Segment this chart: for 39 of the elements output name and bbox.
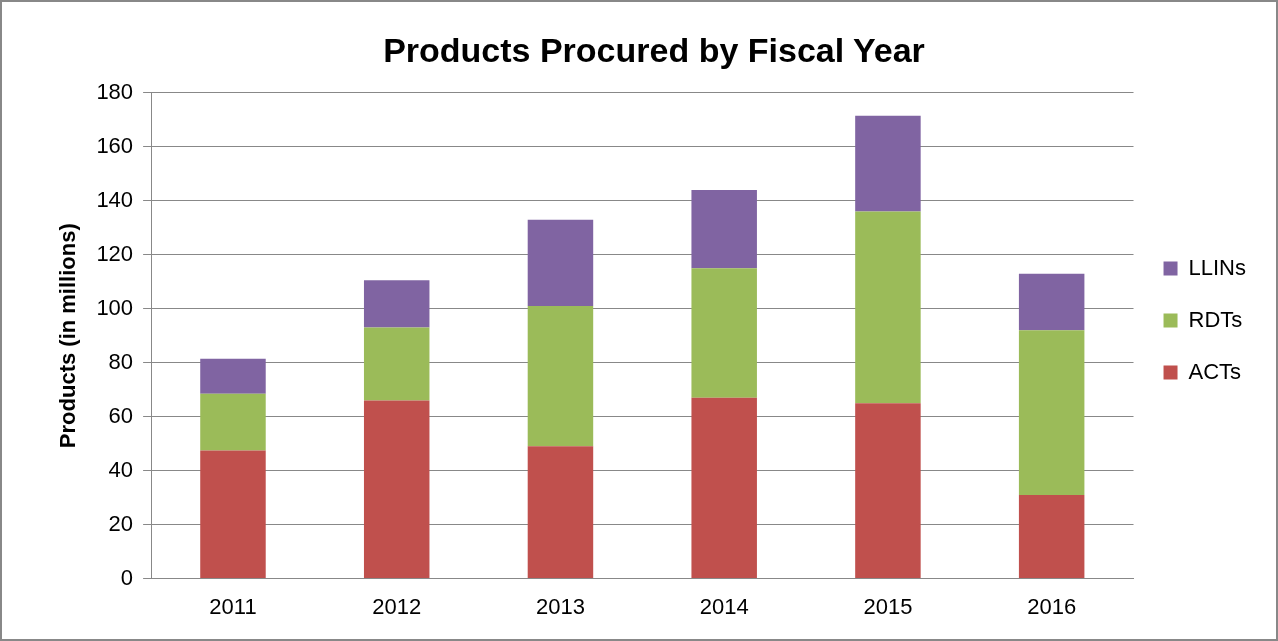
legend-label: RDTs — [1188, 306, 1243, 332]
bar — [200, 393, 266, 451]
x-tick-label: 2015 — [863, 593, 913, 619]
bar — [855, 403, 921, 579]
bar — [363, 400, 430, 579]
bar — [1018, 330, 1085, 495]
y-tick-label: 60 — [108, 402, 134, 428]
x-tick-label: 2014 — [699, 593, 749, 619]
legend-label: ACTs — [1188, 358, 1242, 384]
bar — [855, 115, 921, 212]
bar — [527, 446, 594, 579]
x-tick-label: 2011 — [209, 593, 257, 619]
bar — [1018, 494, 1085, 579]
bar — [363, 327, 430, 401]
bar — [691, 189, 757, 269]
y-tick-label: 140 — [96, 186, 134, 212]
y-tick-label: 0 — [120, 564, 134, 590]
legend-label: LLINs — [1188, 254, 1247, 280]
bar — [855, 211, 921, 404]
y-tick-label: 80 — [108, 348, 134, 374]
bar — [527, 219, 594, 307]
bar — [200, 450, 266, 579]
y-tick-label: 120 — [96, 240, 134, 266]
x-tick-label: 2013 — [535, 593, 585, 619]
y-axis-title: Products (in millions) — [55, 223, 81, 449]
x-tick-label: 2016 — [1027, 593, 1077, 619]
bar — [527, 306, 594, 447]
bar — [691, 268, 757, 398]
y-tick-label: 160 — [96, 132, 134, 158]
y-tick-label: 180 — [96, 78, 134, 104]
y-tick-label: 20 — [108, 510, 134, 536]
x-tick-label: 2012 — [372, 593, 422, 619]
bar — [363, 280, 430, 328]
bar — [200, 358, 266, 394]
y-tick-label: 100 — [96, 294, 134, 320]
bar — [1018, 273, 1085, 331]
bar — [691, 397, 757, 579]
chart-title: Products Procured by Fiscal Year — [383, 30, 925, 69]
y-tick-label: 40 — [108, 456, 134, 482]
